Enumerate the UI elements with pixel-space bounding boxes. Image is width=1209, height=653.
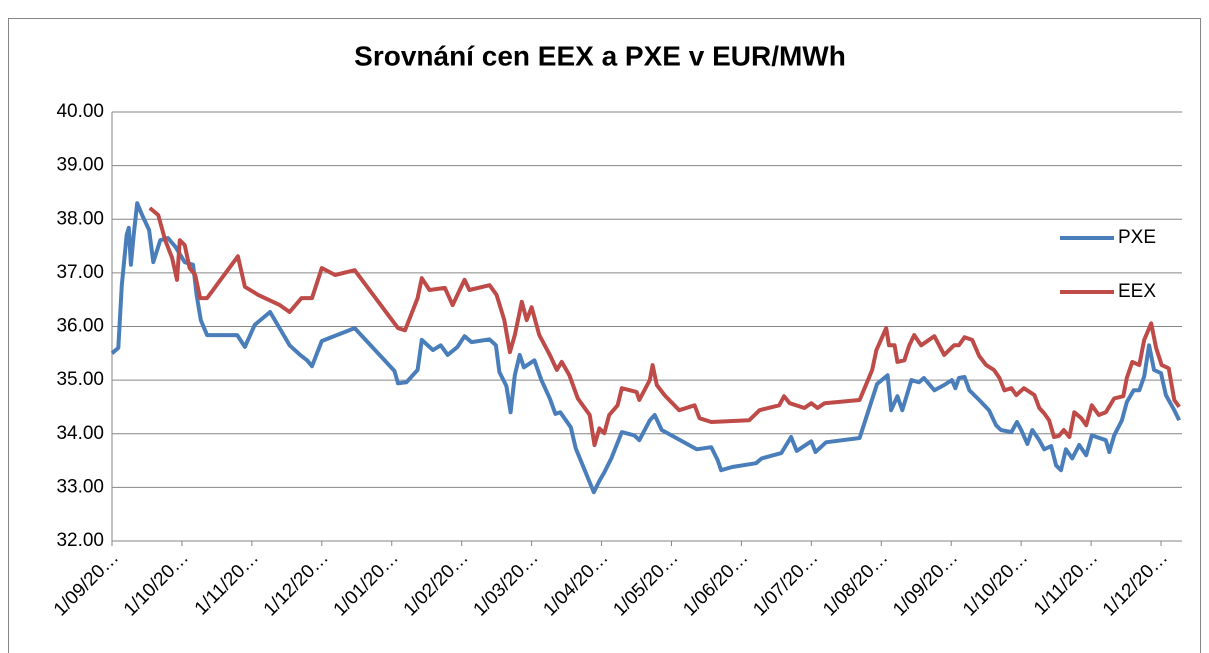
y-tick-label: 35.00 (56, 369, 104, 390)
x-tick-label: 1/11/20… (191, 547, 263, 619)
chart-border (8, 18, 1201, 653)
x-tick-label: 1/04/20… (540, 547, 613, 620)
series-line (110, 201, 1181, 495)
chart-title: Srovnání cen EEX a PXE v EUR/MWh (354, 40, 846, 71)
x-tick-label: 1/12/20… (260, 547, 333, 620)
x-tick-label: 1/03/20… (470, 547, 543, 620)
x-tick-label: 1/09/20… (50, 547, 123, 620)
x-tick-label: 1/05/20… (609, 547, 682, 620)
y-tick-label: 36.00 (56, 316, 104, 337)
x-tick-label: 1/09/20… (889, 547, 962, 620)
x-tick-label: 1/02/20… (400, 547, 473, 620)
legend-label: EEX (1118, 281, 1156, 302)
y-tick-label: 33.00 (56, 476, 104, 497)
x-tick-label: 1/08/20… (819, 547, 892, 620)
legend-label: PXE (1118, 227, 1156, 248)
x-tick-label: 1/07/20… (749, 547, 822, 620)
series-line (148, 206, 1181, 447)
y-tick-label: 37.00 (56, 262, 104, 283)
y-tick-label: 38.00 (56, 208, 104, 229)
x-tick-label: 1/11/20… (1030, 547, 1102, 619)
y-tick-label: 39.00 (56, 155, 104, 176)
y-tick-label: 40.00 (56, 101, 104, 122)
y-tick-label: 34.00 (56, 423, 104, 444)
x-tick-label: 1/10/20… (120, 547, 193, 620)
y-tick-label: 32.00 (56, 530, 104, 551)
x-tick-label: 1/10/20… (959, 547, 1032, 620)
x-tick-label: 1/12/20… (1099, 547, 1172, 620)
x-tick-label: 1/06/20… (679, 547, 752, 620)
x-tick-label: 1/01/20… (330, 547, 403, 620)
